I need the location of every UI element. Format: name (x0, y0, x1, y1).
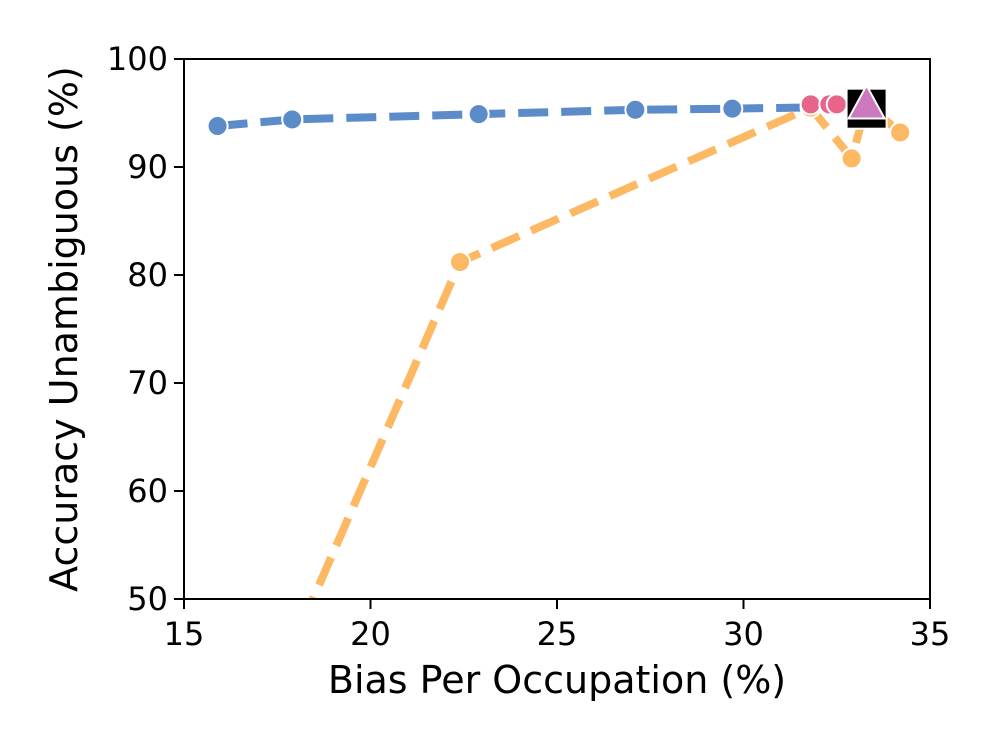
x-tick-label: 25 (537, 615, 578, 653)
plot-frame (183, 58, 931, 600)
x-tick-label: 30 (723, 615, 764, 653)
series-2-point (449, 251, 472, 274)
y-tick-label: 90 (127, 148, 168, 186)
y-axis-label: Accuracy Unambiguous (%) (42, 66, 86, 592)
series-1-point (721, 97, 744, 120)
series-2-line (308, 100, 903, 599)
x-axis-label: Bias Per Occupation (%) (328, 658, 786, 702)
series-1-point (281, 108, 304, 131)
x-axis: 15 20 25 30 35 (164, 599, 951, 653)
y-tick-label: 100 (107, 40, 168, 78)
series-1-point (206, 114, 229, 137)
y-axis: 50 60 70 80 90 100 (107, 40, 184, 618)
series-1-line (217, 102, 863, 130)
x-tick-label: 35 (910, 615, 951, 653)
series-3-point (825, 93, 848, 116)
y-tick-label: 50 (127, 580, 168, 618)
x-tick-label: 15 (164, 615, 205, 653)
series-1-point (624, 98, 647, 121)
y-tick-label: 80 (127, 256, 168, 294)
series-1-point (467, 103, 490, 126)
y-tick-label: 60 (127, 472, 168, 510)
series-2-point (889, 121, 912, 144)
series-2-point (275, 654, 295, 674)
series-layer (206, 83, 912, 674)
y-tick-label: 70 (127, 364, 168, 402)
series-3-point (799, 93, 822, 116)
series-5-point (846, 83, 887, 120)
series-2-point (840, 147, 863, 170)
x-tick-label: 20 (350, 615, 391, 653)
